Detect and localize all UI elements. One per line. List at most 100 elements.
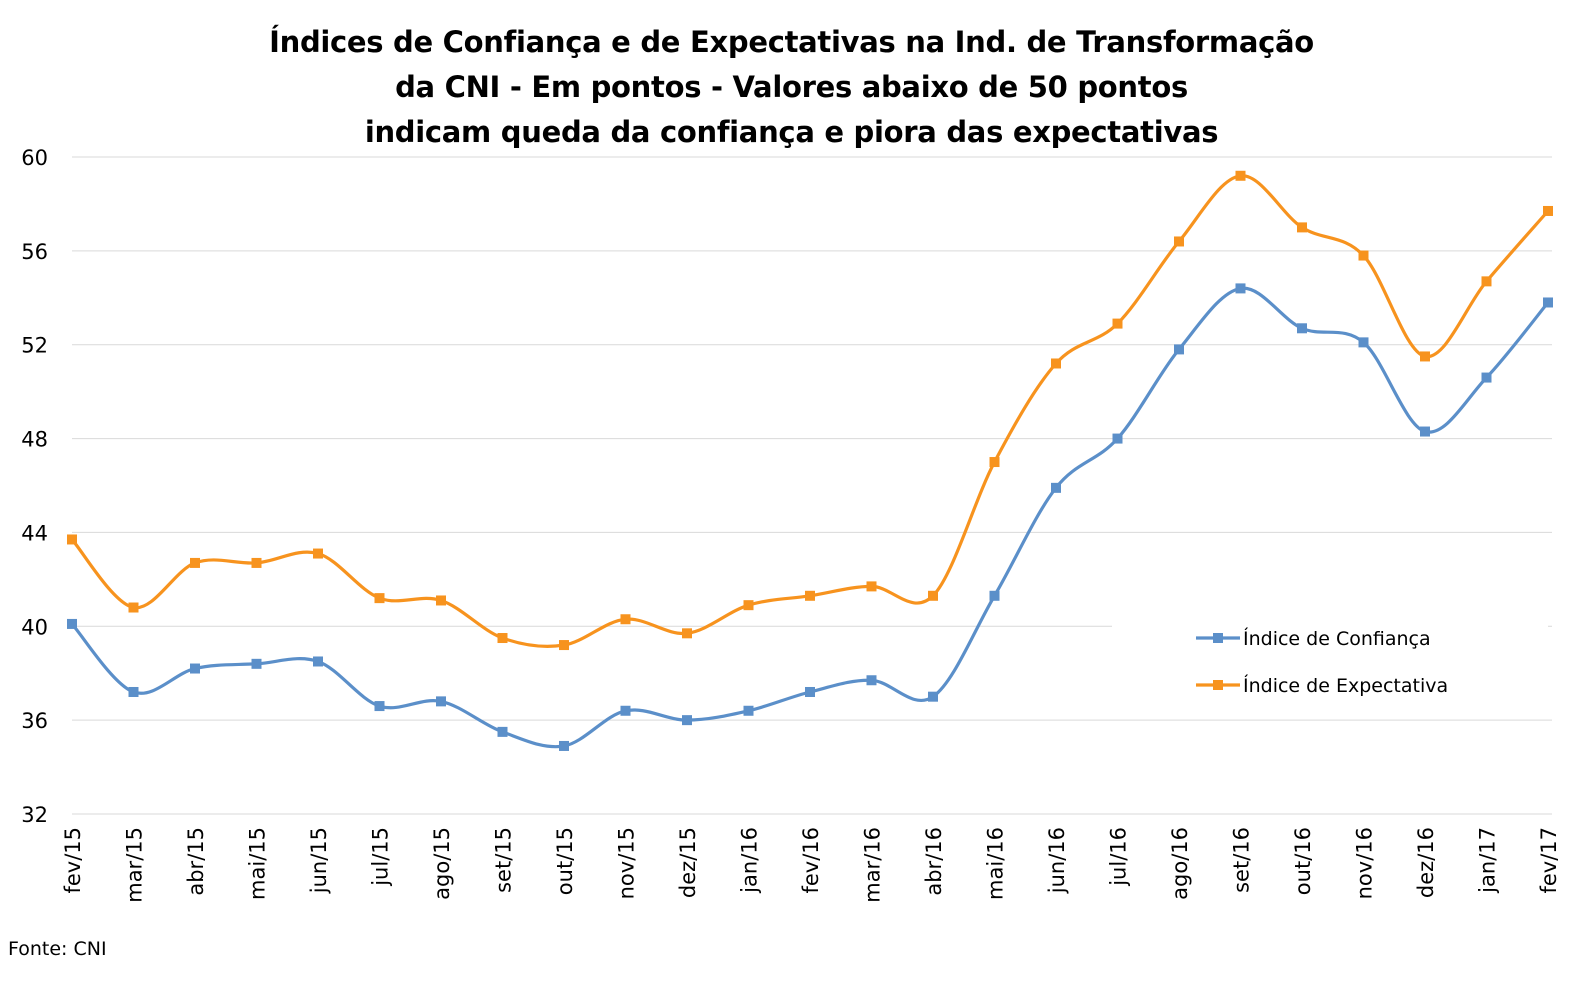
y-tick-label-40: 40 <box>21 615 48 639</box>
legend-label-confianca: Índice de Confiança <box>1243 627 1431 650</box>
x-axis-ticks: fev/15 mar/15 abr/15 mai/15 jun/15 jul/15 ago/… <box>61 827 1561 903</box>
data-point-expectativa-jun-15 <box>313 548 323 559</box>
data-point-expectativa-nov-16 <box>1358 250 1369 261</box>
data-point-confianca-dez-15 <box>682 715 692 726</box>
gridlines <box>72 156 1552 815</box>
data-point-expectativa-set-16 <box>1235 170 1246 181</box>
data-point-confianca-fev-17 <box>1543 297 1553 308</box>
data-point-confianca-abr-15 <box>190 663 200 674</box>
chart-title-line-1: Índices de Confiança e de Expectativas n… <box>269 25 1314 59</box>
series-lines <box>67 170 1553 751</box>
data-point-expectativa-dez-15 <box>682 628 692 639</box>
legend-label-expectativa: Índice de Expectativa <box>1243 674 1448 697</box>
legend-marker-confianca <box>1213 633 1223 643</box>
chart-title-line-2: da CNI - Em pontos - Valores abaixo de 5… <box>395 70 1188 104</box>
data-point-expectativa-mar-15 <box>128 602 139 613</box>
x-tick-label-ago-15: ago/15 <box>430 827 454 900</box>
series-confianca <box>67 283 1553 751</box>
data-point-expectativa-nov-15 <box>620 614 631 625</box>
data-point-expectativa-set-15 <box>497 633 508 644</box>
x-tick-label-set-15: set/15 <box>492 827 516 893</box>
data-point-confianca-abr-16 <box>928 691 938 702</box>
data-point-confianca-jun-16 <box>1051 482 1061 493</box>
data-point-expectativa-ago-16 <box>1174 236 1184 247</box>
data-point-confianca-fev-15 <box>67 618 77 629</box>
x-tick-label-mai-15: mai/15 <box>246 827 270 900</box>
data-point-expectativa-fev-17 <box>1543 205 1553 216</box>
x-tick-label-out-16: out/16 <box>1291 827 1315 895</box>
data-point-expectativa-jun-16 <box>1051 358 1061 369</box>
data-point-expectativa-out-15 <box>559 640 569 651</box>
data-point-confianca-jan-17 <box>1481 372 1492 383</box>
data-point-confianca-out-15 <box>559 740 569 751</box>
legend-marker-expectativa <box>1213 680 1223 690</box>
data-point-confianca-mai-15 <box>251 658 262 669</box>
x-tick-label-nov-16: nov/16 <box>1353 827 1377 899</box>
x-tick-label-ago-16: ago/16 <box>1168 827 1192 900</box>
x-tick-label-jun-16: jun/16 <box>1045 827 1069 894</box>
data-point-confianca-jun-15 <box>313 656 323 667</box>
data-point-confianca-dez-16 <box>1420 426 1430 437</box>
data-point-confianca-jan-16 <box>743 705 754 716</box>
x-tick-label-mar-15: mar/15 <box>123 827 147 903</box>
x-tick-label-out-15: out/15 <box>553 827 577 895</box>
y-tick-label-36: 36 <box>21 709 48 733</box>
y-tick-label-60: 60 <box>21 146 48 170</box>
x-tick-label-fev-17: fev/17 <box>1537 827 1561 894</box>
chart-title: Índices de Confiança e de Expectativas n… <box>0 20 1583 155</box>
y-tick-label-32: 32 <box>21 803 48 827</box>
x-tick-label-jul-16: jul/16 <box>1107 827 1131 887</box>
data-point-confianca-jul-15 <box>374 701 385 712</box>
data-point-expectativa-fev-16 <box>805 590 815 601</box>
data-point-expectativa-mar-16 <box>866 581 877 592</box>
data-point-expectativa-jul-15 <box>374 593 385 604</box>
x-tick-label-nov-15: nov/15 <box>615 827 639 899</box>
data-point-confianca-nov-16 <box>1358 337 1369 348</box>
x-tick-label-fev-15: fev/15 <box>61 827 85 894</box>
source-note: Fonte: CNI <box>8 938 107 960</box>
legend-box <box>1112 612 1548 712</box>
data-point-confianca-mai-16 <box>989 590 1000 601</box>
data-point-confianca-out-16 <box>1297 323 1307 334</box>
x-tick-label-dez-15: dez/15 <box>676 827 700 898</box>
data-point-confianca-set-16 <box>1235 283 1246 294</box>
series-line-expectativa <box>70 174 1550 648</box>
data-point-expectativa-fev-15 <box>67 534 77 545</box>
data-point-expectativa-jan-17 <box>1481 276 1492 287</box>
data-point-confianca-fev-16 <box>805 686 815 697</box>
data-point-expectativa-out-16 <box>1297 222 1307 233</box>
x-tick-label-jun-15: jun/15 <box>307 827 331 894</box>
data-point-confianca-nov-15 <box>620 705 631 716</box>
data-point-expectativa-dez-16 <box>1420 351 1430 362</box>
x-tick-label-set-16: set/16 <box>1230 827 1254 893</box>
data-point-confianca-ago-15 <box>436 696 446 707</box>
data-point-confianca-set-15 <box>497 726 508 737</box>
x-tick-label-jan-17: jan/17 <box>1476 827 1500 894</box>
data-point-confianca-mar-15 <box>128 686 139 697</box>
y-tick-label-48: 48 <box>21 428 48 452</box>
data-point-expectativa-jan-16 <box>743 600 754 611</box>
data-point-confianca-ago-16 <box>1174 344 1184 355</box>
x-tick-label-mai-16: mai/16 <box>984 827 1008 900</box>
chart-title-line-3: indicam queda da confiança e piora das e… <box>364 115 1219 149</box>
data-point-expectativa-jul-16 <box>1112 318 1123 329</box>
x-tick-label-abr-15: abr/15 <box>184 827 208 896</box>
data-point-expectativa-ago-15 <box>436 595 446 606</box>
y-tick-label-52: 52 <box>21 334 48 358</box>
series-expectativa <box>67 170 1553 651</box>
y-tick-label-44: 44 <box>21 521 48 545</box>
x-tick-label-mar-16: mar/16 <box>861 827 885 903</box>
data-point-expectativa-mai-15 <box>251 557 262 568</box>
data-point-confianca-jul-16 <box>1112 433 1123 444</box>
x-tick-label-fev-16: fev/16 <box>799 827 823 894</box>
x-tick-label-jul-15: jul/15 <box>369 827 393 887</box>
x-tick-label-abr-16: abr/16 <box>922 827 946 896</box>
y-axis-ticks: 32 36 40 44 48 52 56 60 <box>21 146 48 827</box>
data-point-expectativa-abr-16 <box>928 590 938 601</box>
x-tick-label-jan-16: jan/16 <box>738 827 762 894</box>
legend: Índice de Confiança Índice de Expectativa <box>1112 612 1548 712</box>
data-point-expectativa-abr-15 <box>190 557 200 568</box>
y-tick-label-56: 56 <box>21 240 48 264</box>
x-tick-label-dez-16: dez/16 <box>1414 827 1438 898</box>
